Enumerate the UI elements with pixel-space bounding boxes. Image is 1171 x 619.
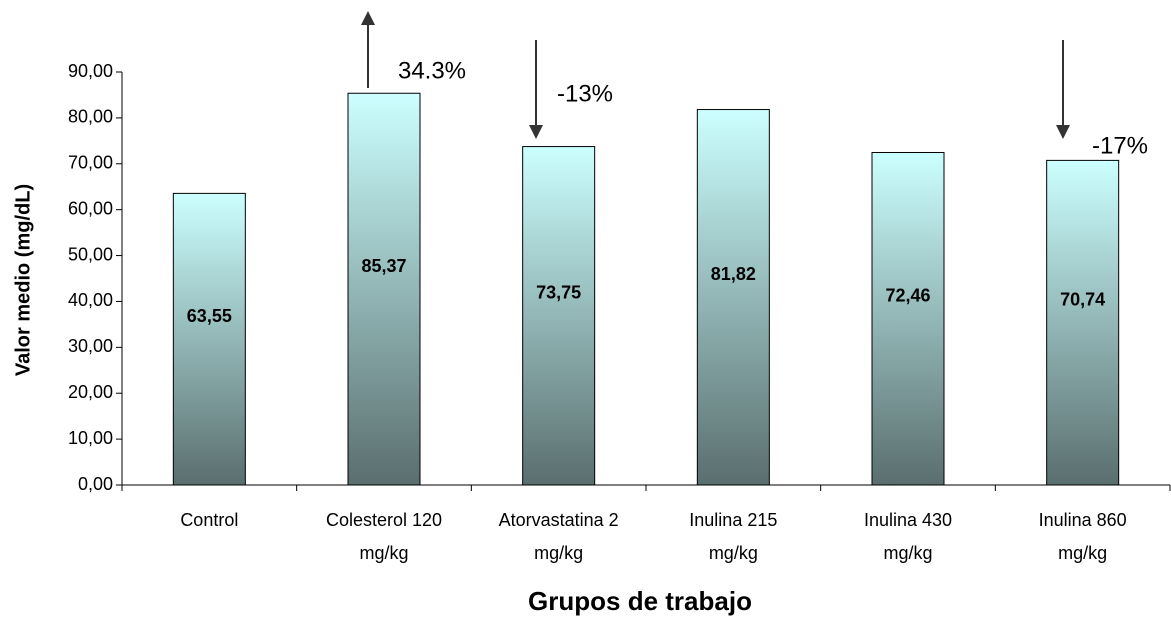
bar [522, 146, 596, 486]
x-tick-label: Inulina 430 mg/kg [863, 510, 953, 563]
data-label: 72,46 [885, 285, 930, 305]
y-tick-label: 20,00 [68, 382, 113, 402]
data-label: 85,37 [361, 256, 406, 276]
data-label: 70,74 [1060, 289, 1105, 309]
bar [1046, 159, 1120, 486]
y-tick-label: 70,00 [68, 153, 113, 173]
y-tick-label: 60,00 [68, 198, 113, 218]
y-tick-label: 80,00 [68, 107, 113, 127]
y-tick-label: 50,00 [68, 244, 113, 264]
y-tick-label: 30,00 [68, 336, 113, 356]
x-tick-label: Inulina 860 mg/kg [1038, 510, 1127, 563]
y-tick-label: 10,00 [68, 428, 113, 448]
data-label: 73,75 [536, 283, 581, 303]
bar [172, 192, 246, 486]
y-tick-label: 40,00 [68, 290, 113, 310]
y-tick-label: 0,00 [78, 474, 113, 494]
bar [871, 151, 945, 486]
x-axis-label: Grupos de trabajo [528, 586, 752, 616]
y-tick-label: 90,00 [68, 61, 113, 81]
annotation: -13% [557, 80, 613, 107]
bar [696, 109, 770, 486]
annotation: 34.3% [398, 57, 466, 84]
x-tick-label: Control [180, 510, 239, 530]
annotation: -17% [1092, 132, 1148, 159]
bar [347, 92, 421, 486]
y-axis-label: Valor medio (mg/dL) [12, 184, 34, 376]
data-label: 63,55 [187, 306, 232, 326]
x-tick-label: Colesterol 120 mg/kg [325, 510, 443, 563]
x-tick-label: Inulina 215 mg/kg [689, 510, 778, 563]
data-label: 81,82 [711, 264, 756, 284]
x-tick-label: Atorvastatina 2 mg/kg [498, 510, 619, 563]
